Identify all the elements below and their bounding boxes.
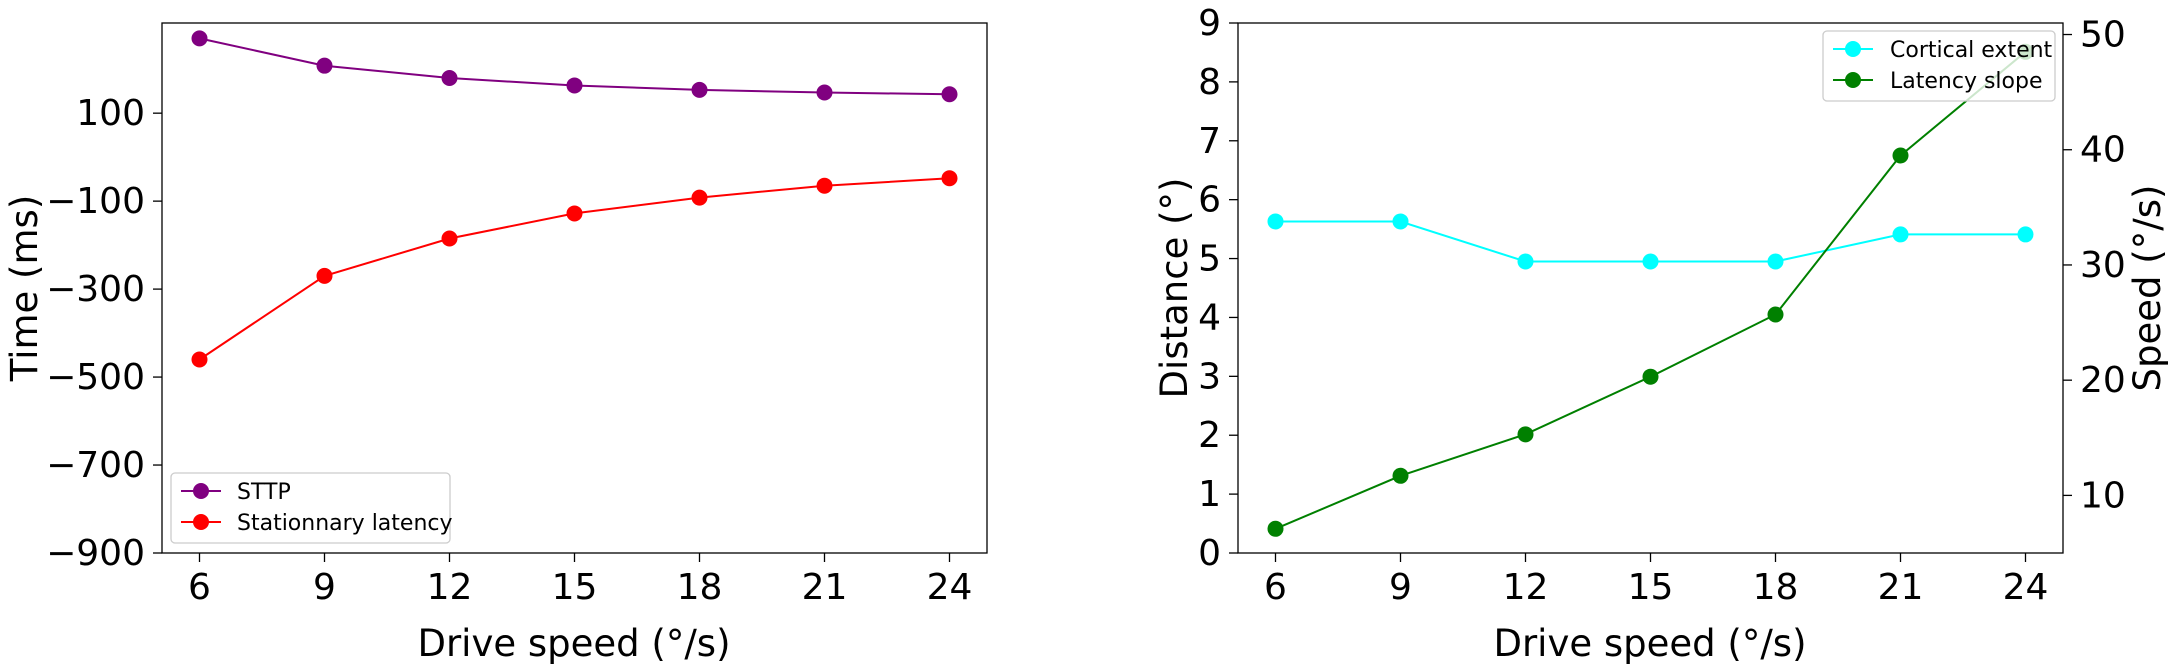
y-axis-title: Time (ms): [3, 195, 46, 383]
data-point-cortical-extent: [2017, 226, 2034, 243]
x-tick-label: 15: [1628, 567, 1674, 608]
y-tick-label: 6: [1198, 180, 1221, 221]
x-tick-label: 9: [1389, 567, 1412, 608]
data-point-stationnary-latency: [316, 267, 333, 284]
data-point-latency-slope: [1642, 368, 1659, 385]
y-tick-label: −900: [46, 533, 145, 574]
y-tick-label: 3: [1198, 356, 1221, 397]
legend-box: [170, 472, 451, 544]
data-point-cortical-extent: [1392, 213, 1409, 230]
data-point-cortical-extent: [1892, 226, 1909, 243]
y-tick-label: 7: [1198, 121, 1221, 162]
data-point-latency-slope: [1767, 306, 1784, 323]
data-point-latency-slope: [1892, 147, 1909, 164]
x-tick-label: 12: [427, 567, 473, 608]
y-tick-label: 2: [1198, 415, 1221, 456]
series-layer: [1267, 43, 2034, 537]
x-tick-label: 6: [188, 567, 211, 608]
plot-frame: [1237, 22, 2064, 554]
x-tick-label: 9: [313, 567, 336, 608]
y-tick-label: −500: [46, 357, 145, 398]
legend-marker-stationnary-latency: [193, 514, 209, 530]
y-tick-label: 4: [1198, 297, 1221, 338]
y2-tick-label: 50: [2080, 15, 2126, 56]
legend-label-stationnary-latency: Stationnary latency: [237, 511, 453, 536]
y-axis-title-right: Speed (°/s): [2126, 185, 2169, 392]
data-point-cortical-extent: [1642, 253, 1659, 270]
x-tick-label: 18: [1753, 567, 1799, 608]
legend-label-sttp: STTP: [237, 480, 291, 505]
y2-tick-label: 30: [2080, 245, 2126, 286]
x-tick-label: 18: [677, 567, 723, 608]
x-axis-title: Drive speed (°/s): [1493, 622, 1806, 665]
series-line-latency-slope: [1275, 51, 2027, 530]
data-point-stationnary-latency: [816, 177, 833, 194]
y-axis: 100 −100 −300 −500 −700 −900: [46, 93, 162, 574]
legend-marker-cortical-extent: [1845, 41, 1861, 57]
legend-marker-latency-slope: [1845, 72, 1861, 88]
x-axis: 6 9 12 15 18 21 24: [1264, 553, 2048, 608]
y-tick-label: 1: [1198, 474, 1221, 515]
data-point-stationnary-latency: [941, 170, 958, 187]
data-point-sttp: [691, 81, 708, 98]
data-point-latency-slope: [1392, 467, 1409, 484]
x-tick-label: 6: [1264, 567, 1287, 608]
x-tick-label: 21: [1878, 567, 1924, 608]
y-axis-right: 10 20 30 40 50: [2063, 15, 2126, 516]
y-tick-label: 5: [1198, 239, 1221, 280]
data-point-sttp: [941, 86, 958, 103]
data-point-stationnary-latency: [191, 351, 208, 368]
data-point-latency-slope: [1517, 426, 1534, 443]
data-point-sttp: [316, 57, 333, 74]
x-tick-label: 24: [2003, 567, 2049, 608]
x-tick-label: 24: [927, 567, 973, 608]
x-axis: 6 9 12 15 18 21 24: [188, 553, 972, 608]
data-point-cortical-extent: [1517, 253, 1534, 270]
legend: STTP Stationnary latency: [170, 472, 453, 544]
x-axis-title: Drive speed (°/s): [417, 622, 730, 665]
legend-box: [1822, 30, 2056, 102]
legend-label-latency-slope: Latency slope: [1890, 69, 2043, 94]
data-point-stationnary-latency: [691, 189, 708, 206]
chart-stationary-latency: 6 9 12 15 18 21 24 100 −100 −300 −500 −700 −900 Dri…: [3, 22, 988, 665]
data-point-cortical-extent: [1767, 253, 1784, 270]
data-point-latency-slope: [1267, 520, 1284, 537]
y-tick-label: −100: [46, 181, 145, 222]
series-layer: [191, 30, 958, 368]
data-point-cortical-extent: [1267, 213, 1284, 230]
legend: Cortical extent Latency slope: [1822, 30, 2056, 102]
y-axis-left: 0 1 2 3 4 5 6 7 8 9: [1198, 3, 1238, 574]
data-point-sttp: [816, 84, 833, 101]
x-tick-label: 21: [802, 567, 848, 608]
data-point-sttp: [191, 30, 208, 47]
legend-marker-sttp: [193, 483, 209, 499]
y2-tick-label: 20: [2080, 360, 2126, 401]
y-tick-label: 8: [1198, 62, 1221, 103]
x-tick-label: 12: [1503, 567, 1549, 608]
x-tick-label: 15: [552, 567, 598, 608]
y-tick-label: 100: [76, 93, 145, 134]
y-axis-title-left: Distance (°): [1153, 178, 1196, 399]
y2-tick-label: 10: [2080, 475, 2126, 516]
y2-tick-label: 40: [2080, 130, 2126, 171]
data-point-stationnary-latency: [566, 205, 583, 222]
data-point-sttp: [566, 77, 583, 94]
legend-label-cortical-extent: Cortical extent: [1890, 38, 2053, 63]
y-tick-label: −300: [46, 269, 145, 310]
y-tick-label: 9: [1198, 3, 1221, 44]
data-point-stationnary-latency: [441, 230, 458, 247]
data-point-sttp: [441, 69, 458, 86]
y-tick-label: 0: [1198, 533, 1221, 574]
y-tick-label: −700: [46, 445, 145, 486]
